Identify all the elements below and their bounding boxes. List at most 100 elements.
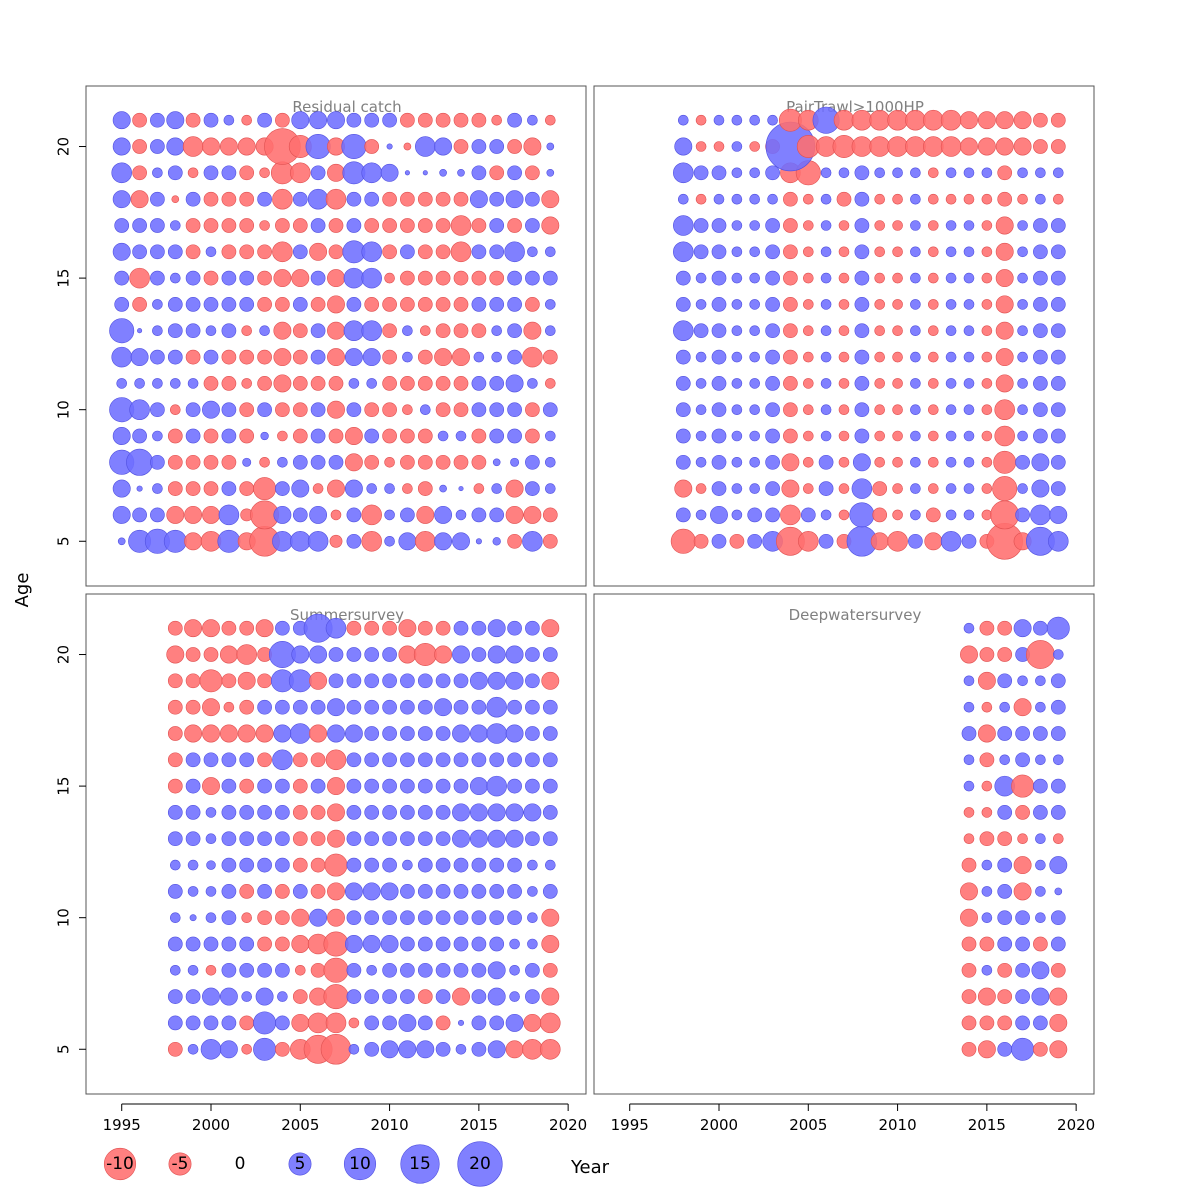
residual-bubble [469,724,488,743]
residual-bubble [329,534,343,548]
residual-bubble [961,962,977,978]
residual-bubble [507,752,522,768]
residual-bubble [310,805,326,820]
residual-bubble [167,699,183,715]
residual-bubble [272,188,293,210]
residual-bubble [673,162,694,184]
residual-bubble [273,505,292,524]
residual-bubble [963,325,975,336]
residual-bubble [731,220,743,231]
residual-bubble [997,726,1013,741]
residual-bubble [945,246,957,258]
residual-bubble [923,136,944,157]
legend-bubble [168,1152,192,1176]
residual-bubble [695,457,707,468]
residual-bubble [167,805,183,820]
residual-bubble [695,430,707,442]
y-tick-label: 20 [55,137,73,156]
residual-bubble [275,218,290,233]
residual-bubble [189,914,197,922]
residual-bubble [170,378,181,389]
residual-bubble [239,936,255,952]
residual-bubble [874,378,885,389]
residual-bubble [382,831,397,847]
residual-bubble [803,351,814,363]
residual-bubble [693,244,709,260]
residual-bubble [129,267,150,289]
residual-bubble [346,297,362,312]
residual-bubble [435,297,451,312]
residual-bubble [469,190,488,209]
residual-bubble [489,1015,505,1031]
residual-bubble [471,112,487,128]
residual-bubble [981,351,993,363]
residual-bubble [910,404,921,415]
residual-bubble [386,143,393,150]
residual-bubble [1031,961,1050,980]
residual-bubble [731,430,743,442]
residual-bubble [963,754,975,766]
panel-frame [593,85,1095,587]
residual-bubble [239,165,255,181]
residual-bubble [346,699,362,715]
x-tick-label: 2020 [549,1116,587,1134]
residual-bubble [292,507,308,523]
residual-bubble [327,400,345,419]
residual-bubble [203,218,219,233]
residual-bubble [783,218,798,233]
residual-bubble [310,884,326,899]
residual-bubble [803,404,814,415]
residual-bubble [1033,376,1048,391]
residual-bubble [309,724,328,743]
residual-bubble [1015,805,1030,820]
residual-bubble [434,505,453,524]
residual-bubble [765,297,780,312]
residual-bubble [453,112,469,128]
residual-bubble [928,457,939,468]
residual-bubble [324,853,348,877]
residual-bubble [963,378,975,389]
residual-bubble [675,507,691,523]
residual-bubble [711,218,727,233]
residual-bubble [291,269,310,288]
residual-bubble [507,297,522,312]
residual-bubble [670,528,696,554]
residual-bubble [1015,726,1030,741]
residual-bubble [170,912,181,923]
residual-bubble [981,457,993,468]
residual-bubble [783,349,798,365]
residual-bubble [417,620,433,636]
residual-bubble [1035,167,1046,179]
residual-bubble [259,325,270,336]
residual-bubble [1050,673,1066,689]
residual-bubble [167,778,183,794]
residual-bubble [854,270,870,286]
residual-bubble [525,270,540,286]
residual-bubble [130,190,149,209]
residual-bubble [910,220,921,231]
residual-bubble [239,297,255,312]
residual-bubble [417,297,433,312]
residual-bubble [310,778,326,794]
residual-bubble [1017,351,1028,363]
residual-bubble [1017,167,1028,179]
residual-bubble [507,884,522,899]
residual-bubble [434,645,453,664]
residual-bubble [257,112,272,128]
residual-bubble [259,220,270,231]
residual-bubble [693,218,709,233]
residual-bubble [452,724,470,743]
residual-bubble [979,620,995,636]
residual-bubble [961,857,977,873]
residual-bubble [1033,349,1048,365]
residual-bubble [402,325,413,336]
residual-bubble [545,430,556,442]
residual-bubble [892,220,903,231]
residual-bubble [872,481,888,496]
residual-bubble [384,536,395,547]
residual-bubble [729,533,745,549]
x-tick-label: 2005 [789,1116,827,1134]
residual-bubble [1017,675,1028,687]
residual-bubble [402,351,413,363]
residual-bubble [364,647,380,662]
